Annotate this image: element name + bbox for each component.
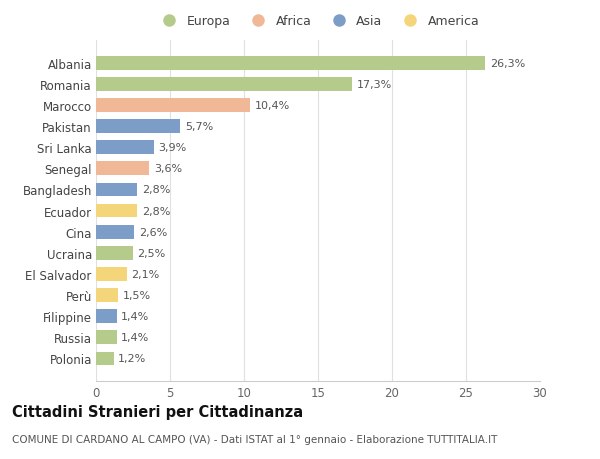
Text: 26,3%: 26,3% [490, 59, 525, 68]
Text: 3,6%: 3,6% [154, 164, 182, 174]
Text: 2,8%: 2,8% [142, 185, 170, 195]
Bar [96, 331, 117, 344]
Text: 1,4%: 1,4% [121, 312, 149, 321]
Text: 5,7%: 5,7% [185, 122, 213, 132]
Legend: Europa, Africa, Asia, America: Europa, Africa, Asia, America [157, 15, 479, 28]
Text: 1,2%: 1,2% [118, 354, 146, 364]
Bar [96, 78, 352, 91]
Bar [96, 204, 137, 218]
Bar [96, 99, 250, 112]
Text: 2,6%: 2,6% [139, 227, 167, 237]
Bar [96, 162, 149, 176]
Bar [96, 268, 127, 281]
Bar [96, 57, 485, 70]
Text: 2,8%: 2,8% [142, 206, 170, 216]
Text: COMUNE DI CARDANO AL CAMPO (VA) - Dati ISTAT al 1° gennaio - Elaborazione TUTTIT: COMUNE DI CARDANO AL CAMPO (VA) - Dati I… [12, 434, 497, 444]
Bar [96, 310, 117, 324]
Text: 1,5%: 1,5% [122, 291, 151, 301]
Bar [96, 225, 134, 239]
Bar [96, 352, 114, 365]
Text: 2,5%: 2,5% [137, 248, 166, 258]
Bar [96, 141, 154, 155]
Text: 3,9%: 3,9% [158, 143, 187, 153]
Bar [96, 289, 118, 302]
Bar [96, 183, 137, 197]
Text: 2,1%: 2,1% [131, 269, 160, 280]
Bar [96, 246, 133, 260]
Bar [96, 120, 181, 134]
Text: 10,4%: 10,4% [254, 101, 290, 111]
Text: 17,3%: 17,3% [356, 80, 392, 90]
Text: 1,4%: 1,4% [121, 333, 149, 342]
Text: Cittadini Stranieri per Cittadinanza: Cittadini Stranieri per Cittadinanza [12, 404, 303, 419]
